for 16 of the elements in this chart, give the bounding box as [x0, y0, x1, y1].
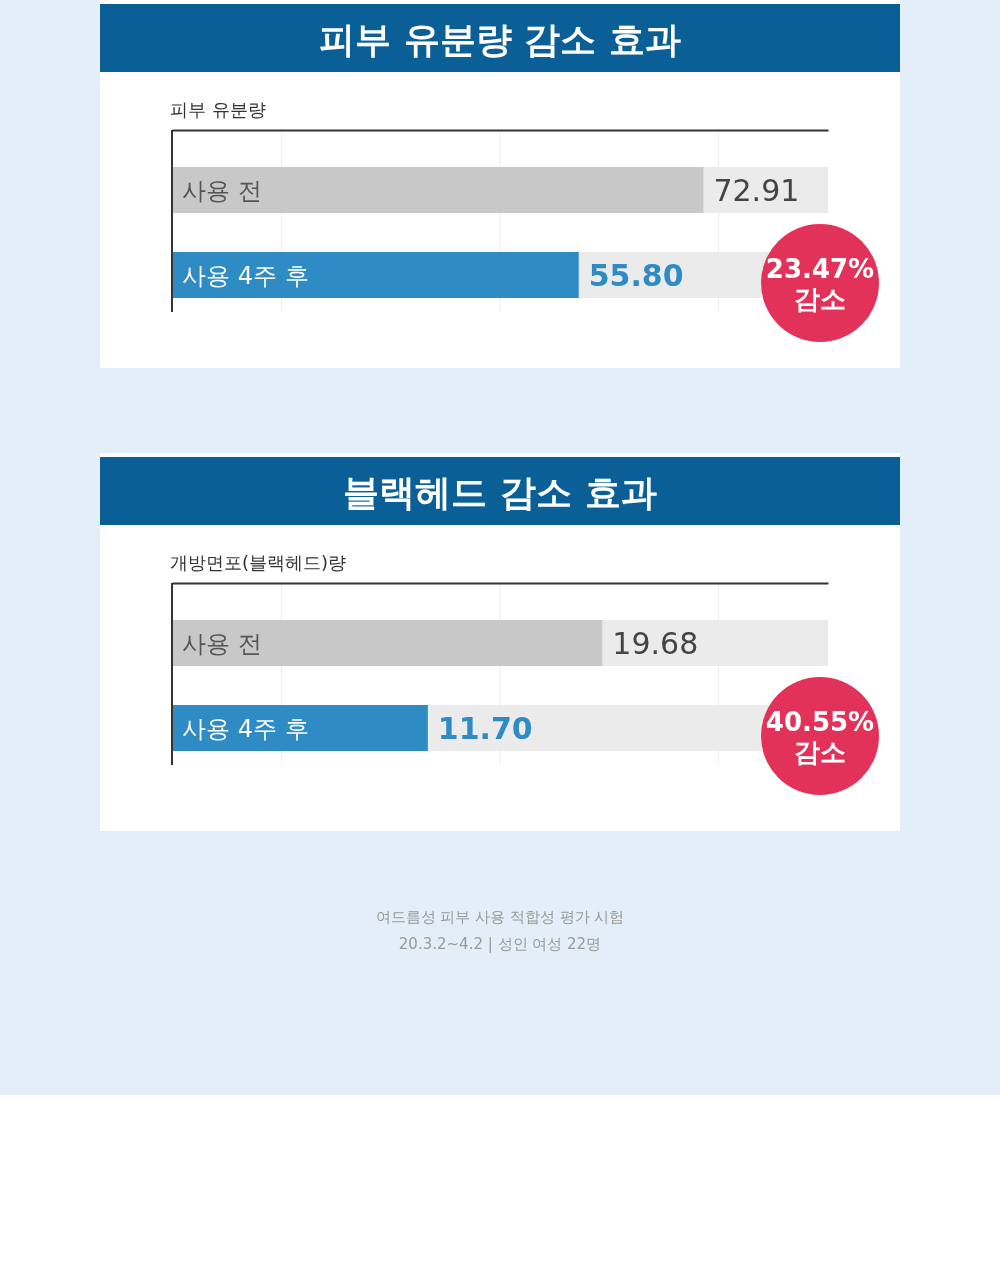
chart-title: 블랙헤드 감소 효과	[343, 472, 657, 513]
text: 20.3.2~4.2 | 성인 여성 22명	[398, 935, 602, 953]
y-tick-label: 사용 4주 후	[182, 262, 309, 290]
y-tick-label: 사용 전	[182, 630, 262, 658]
data-label: 11.70	[437, 711, 533, 746]
y-tick-label: 사용 4주 후	[182, 715, 309, 743]
y-axis-title: 개방면포(블랙헤드)량	[170, 552, 347, 573]
data-label: 55.80	[588, 258, 684, 293]
y-tick-label: 사용 전	[182, 177, 262, 205]
y-axis-title: 피부 유분량	[170, 99, 266, 120]
data-label: 19.68	[612, 626, 699, 661]
annotation: 23.47% 감소	[765, 254, 875, 314]
chart-title: 피부 유분량 감소 효과	[319, 19, 681, 60]
text: 여드름성 피부 사용 적합성 평가 시험	[375, 908, 625, 926]
annotation: 40.55% 감소	[765, 707, 875, 767]
data-label: 72.91	[713, 173, 800, 208]
